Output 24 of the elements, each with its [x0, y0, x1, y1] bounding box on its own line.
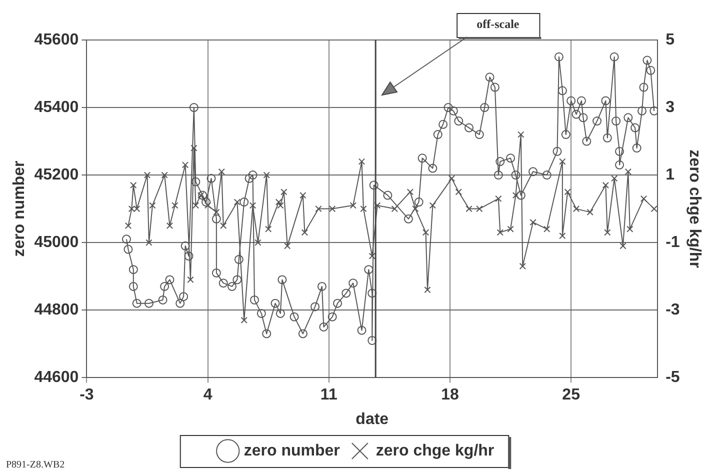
legend-label: zero chge kg/hr — [376, 442, 494, 460]
y2-tick-label: 3 — [666, 98, 675, 116]
y-tick-label: 45000 — [34, 234, 79, 251]
x-axis-title: date — [356, 410, 389, 428]
y-tick-label: 44800 — [34, 301, 79, 318]
y2-axis-title: zero chge kg/hr — [686, 150, 703, 268]
y-tick-label: 45200 — [34, 166, 79, 184]
y-axis-title: zero number — [11, 160, 28, 257]
x-tick-label: 18 — [441, 386, 459, 404]
y2-tick-label: -5 — [666, 369, 680, 386]
y-tick-label: 45600 — [34, 31, 79, 48]
y2-tick-label: -3 — [666, 301, 680, 318]
x-tick-label: -3 — [80, 386, 94, 404]
y2-tick-label: -1 — [666, 234, 680, 251]
x-tick-label: 4 — [203, 386, 212, 404]
y-tick-label: 44600 — [34, 369, 79, 386]
y2-tick-label: 5 — [666, 31, 675, 48]
legend-label: zero number — [244, 442, 340, 460]
y2-tick-label: 1 — [666, 166, 675, 184]
x-tick-label: 11 — [320, 386, 338, 404]
x-tick-label: 25 — [562, 386, 580, 404]
y-tick-label: 45400 — [34, 98, 79, 116]
text: P891-Z8.WB2 — [6, 460, 65, 471]
text: off-scale — [476, 17, 520, 32]
